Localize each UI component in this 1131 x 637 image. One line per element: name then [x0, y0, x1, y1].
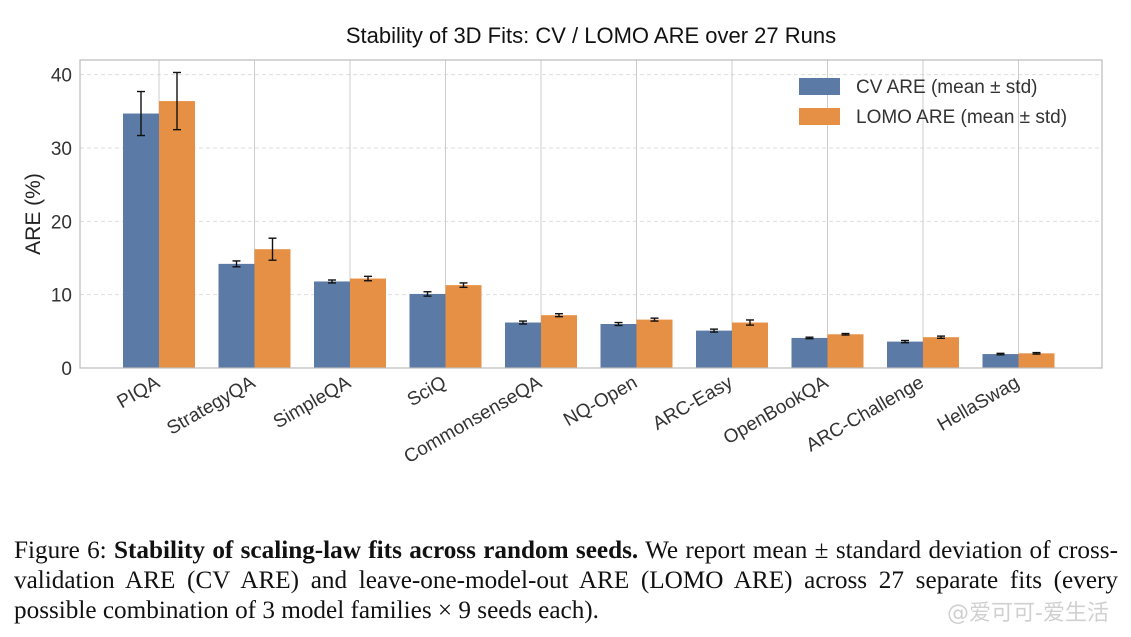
- x-tick-label: HellaSwag: [934, 372, 1023, 436]
- bar-lomo: [636, 319, 673, 368]
- bar-lomo: [254, 249, 291, 368]
- y-tick-label: 10: [51, 286, 72, 307]
- caption-label: Figure 6:: [14, 537, 107, 564]
- bar-lomo: [350, 278, 386, 368]
- bar-lomo: [445, 285, 482, 368]
- x-tick-label: PIQA: [114, 372, 164, 413]
- x-tick-label: NQ-Open: [560, 372, 641, 431]
- x-tick-label: StrategyQA: [163, 372, 259, 439]
- bar-cv: [791, 337, 828, 368]
- y-tick-label: 40: [51, 66, 72, 87]
- legend-label-cv: CV ARE (mean ± std): [856, 77, 1037, 98]
- bar-cv: [218, 263, 255, 368]
- chart-title: Stability of 3D Fits: CV / LOMO ARE over…: [346, 23, 836, 48]
- y-tick-label: 20: [51, 212, 72, 233]
- legend-swatch-lomo: [799, 108, 840, 125]
- x-tick-label: ARC-Easy: [649, 372, 737, 435]
- bars: [123, 71, 1055, 369]
- bar-cv: [409, 293, 446, 368]
- figure-caption: Figure 6: Stability of scaling-law fits …: [14, 536, 1118, 626]
- bar-cv: [123, 113, 159, 369]
- plot-border: [79, 59, 1103, 369]
- legend-label-lomo: LOMO ARE (mean ± std): [856, 107, 1067, 128]
- bar-chart: Stability of 3D Fits: CV / LOMO ARE over…: [22, 23, 1103, 468]
- bar-cv: [505, 322, 541, 368]
- bar-cv: [982, 354, 1019, 368]
- bar-lomo: [159, 101, 195, 369]
- x-tick-label: SciQ: [404, 372, 450, 411]
- legend: CV ARE (mean ± std) LOMO ARE (mean ± std…: [799, 77, 1067, 128]
- bar-cv: [600, 324, 637, 368]
- bar-cv: [314, 281, 350, 368]
- bar-cv: [887, 341, 923, 368]
- y-tick-label: 30: [51, 139, 72, 160]
- legend-swatch-cv: [799, 78, 840, 95]
- x-tick-label: SimpleQA: [270, 372, 355, 433]
- bar-lomo: [923, 337, 959, 368]
- bar-lomo: [827, 334, 864, 368]
- watermark: @爱可可-爱生活: [947, 601, 1109, 626]
- y-axis-label: ARE (%): [22, 173, 45, 255]
- bar-cv: [696, 330, 732, 368]
- bar-lomo: [541, 315, 577, 368]
- y-tick-label: 0: [61, 359, 72, 380]
- bar-lomo: [1018, 353, 1055, 368]
- caption-text: We report mean ± standard deviation of c…: [14, 537, 1118, 624]
- bar-lomo: [732, 322, 768, 368]
- caption-bold: Stability of scaling-law fits across ran…: [114, 537, 639, 564]
